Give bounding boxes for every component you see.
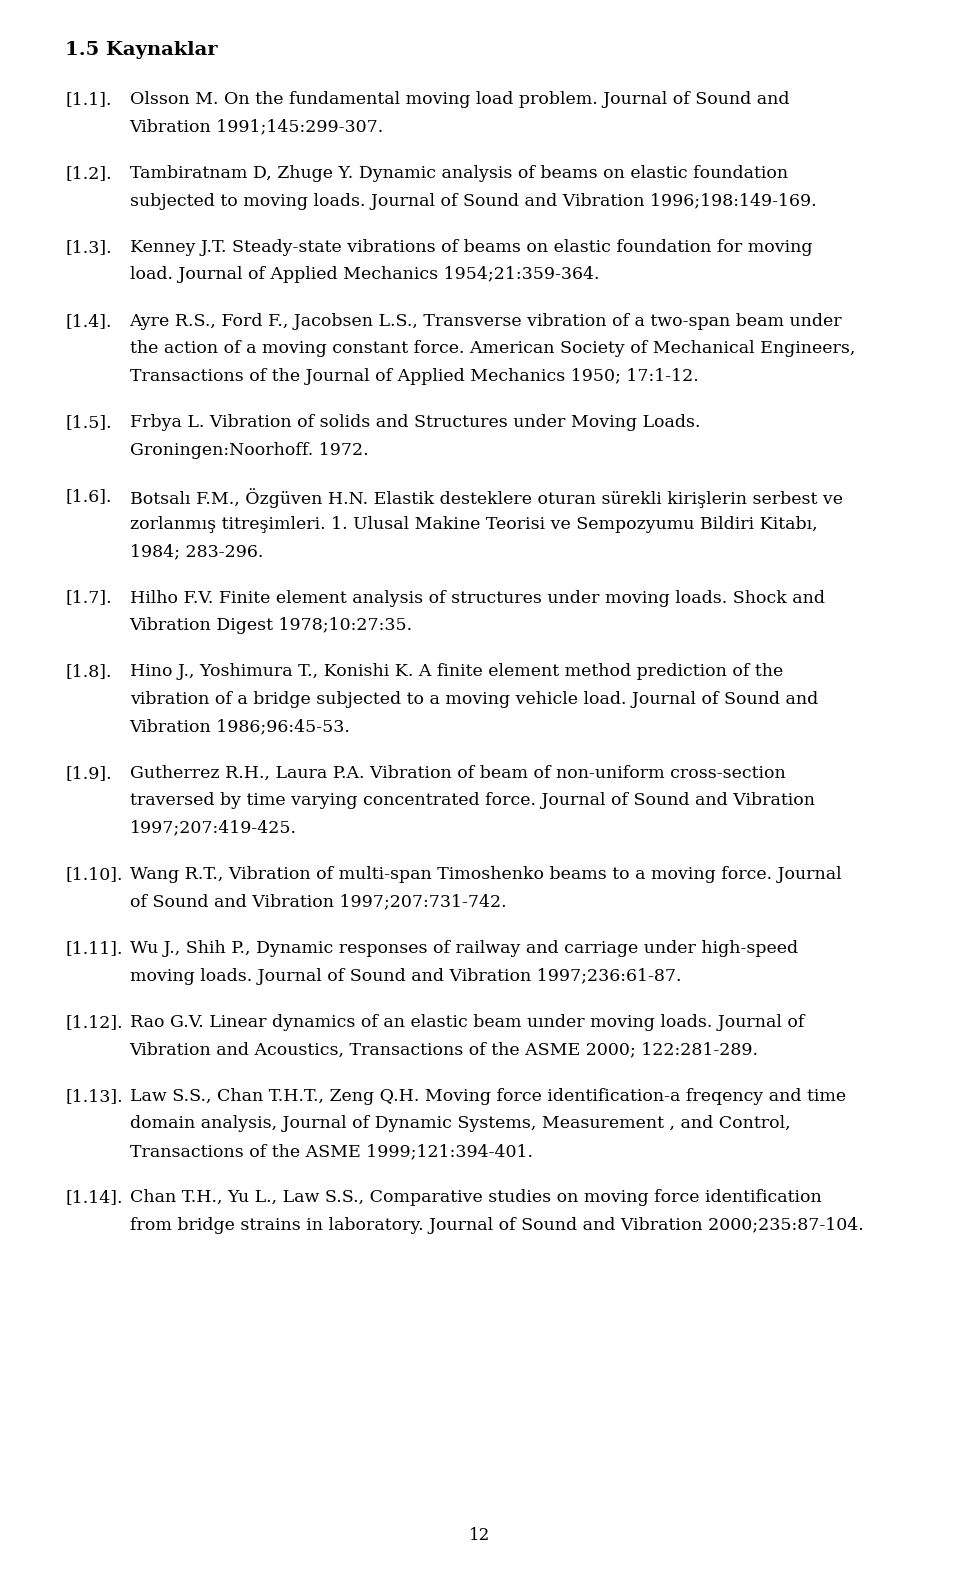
Text: [1.10].: [1.10].: [65, 866, 123, 883]
Text: [1.9].: [1.9].: [65, 766, 112, 781]
Text: Hilho F.V. Finite element analysis of structures under moving loads. Shock and: Hilho F.V. Finite element analysis of st…: [130, 590, 825, 607]
Text: Vibration and Acoustics, Transactions of the ASME 2000; 122:281-289.: Vibration and Acoustics, Transactions of…: [130, 1042, 758, 1058]
Text: [1.1].: [1.1].: [65, 91, 111, 108]
Text: load. Journal of Applied Mechanics 1954;21:359-364.: load. Journal of Applied Mechanics 1954;…: [130, 267, 599, 283]
Text: Chan T.H., Yu L., Law S.S., Comparative studies on moving force identification: Chan T.H., Yu L., Law S.S., Comparative …: [130, 1190, 822, 1206]
Text: [1.11].: [1.11].: [65, 940, 123, 957]
Text: [1.13].: [1.13].: [65, 1088, 123, 1105]
Text: 1997;207:419-425.: 1997;207:419-425.: [130, 821, 297, 836]
Text: Ayre R.S., Ford F., Jacobsen L.S., Transverse vibration of a two-span beam under: Ayre R.S., Ford F., Jacobsen L.S., Trans…: [130, 313, 842, 330]
Text: Vibration Digest 1978;10:27:35.: Vibration Digest 1978;10:27:35.: [130, 618, 413, 634]
Text: 1984; 283-296.: 1984; 283-296.: [130, 544, 263, 560]
Text: Transactions of the ASME 1999;121:394-401.: Transactions of the ASME 1999;121:394-40…: [130, 1143, 533, 1160]
Text: Tambiratnam D, Zhuge Y. Dynamic analysis of beams on elastic foundation: Tambiratnam D, Zhuge Y. Dynamic analysis…: [130, 165, 788, 182]
Text: [1.3].: [1.3].: [65, 239, 112, 256]
Text: traversed by time varying concentrated force. Journal of Sound and Vibration: traversed by time varying concentrated f…: [130, 792, 815, 810]
Text: Vibration 1986;96:45-53.: Vibration 1986;96:45-53.: [130, 718, 350, 736]
Text: Kenney J.T. Steady-state vibrations of beams on elastic foundation for moving: Kenney J.T. Steady-state vibrations of b…: [130, 239, 812, 256]
Text: Groningen:Noorhoff. 1972.: Groningen:Noorhoff. 1972.: [130, 442, 369, 459]
Text: Transactions of the Journal of Applied Mechanics 1950; 17:1-12.: Transactions of the Journal of Applied M…: [130, 368, 698, 385]
Text: the action of a moving constant force. American Society of Mechanical Engineers,: the action of a moving constant force. A…: [130, 341, 855, 357]
Text: [1.8].: [1.8].: [65, 663, 111, 681]
Text: Gutherrez R.H., Laura P.A. Vibration of beam of non-uniform cross-section: Gutherrez R.H., Laura P.A. Vibration of …: [130, 766, 785, 781]
Text: domain analysis, Journal of Dynamic Systems, Measurement , and Control,: domain analysis, Journal of Dynamic Syst…: [130, 1116, 790, 1132]
Text: moving loads. Journal of Sound and Vibration 1997;236:61-87.: moving loads. Journal of Sound and Vibra…: [130, 968, 681, 984]
Text: of Sound and Vibration 1997;207:731-742.: of Sound and Vibration 1997;207:731-742.: [130, 894, 506, 910]
Text: Wang R.T., Vibration of multi-span Timoshenko beams to a moving force. Journal: Wang R.T., Vibration of multi-span Timos…: [130, 866, 841, 883]
Text: Frbya L. Vibration of solids and Structures under Moving Loads.: Frbya L. Vibration of solids and Structu…: [130, 415, 700, 431]
Text: Olsson M. On the fundamental moving load problem. Journal of Sound and: Olsson M. On the fundamental moving load…: [130, 91, 789, 108]
Text: [1.7].: [1.7].: [65, 590, 112, 607]
Text: Hino J., Yoshimura T., Konishi K. A finite element method prediction of the: Hino J., Yoshimura T., Konishi K. A fini…: [130, 663, 782, 681]
Text: 1.5 Kaynaklar: 1.5 Kaynaklar: [65, 41, 218, 58]
Text: Law S.S., Chan T.H.T., Zeng Q.H. Moving force identification-a freqency and time: Law S.S., Chan T.H.T., Zeng Q.H. Moving …: [130, 1088, 846, 1105]
Text: [1.2].: [1.2].: [65, 165, 112, 182]
Text: [1.5].: [1.5].: [65, 415, 112, 431]
Text: [1.6].: [1.6].: [65, 489, 111, 505]
Text: Rao G.V. Linear dynamics of an elastic beam uınder moving loads. Journal of: Rao G.V. Linear dynamics of an elastic b…: [130, 1014, 804, 1031]
Text: Wu J., Shih P., Dynamic responses of railway and carriage under high-speed: Wu J., Shih P., Dynamic responses of rai…: [130, 940, 798, 957]
Text: zorlanmış titreşimleri. 1. Ulusal Makine Teorisi ve Sempozyumu Bildiri Kitabı,: zorlanmış titreşimleri. 1. Ulusal Makine…: [130, 516, 817, 533]
Text: vibration of a bridge subjected to a moving vehicle load. Journal of Sound and: vibration of a bridge subjected to a mov…: [130, 692, 818, 707]
Text: 12: 12: [469, 1526, 491, 1544]
Text: subjected to moving loads. Journal of Sound and Vibration 1996;198:149-169.: subjected to moving loads. Journal of So…: [130, 193, 816, 209]
Text: [1.12].: [1.12].: [65, 1014, 123, 1031]
Text: [1.4].: [1.4].: [65, 313, 111, 330]
Text: from bridge strains in laboratory. Journal of Sound and Vibration 2000;235:87-10: from bridge strains in laboratory. Journ…: [130, 1217, 863, 1234]
Text: Botsalı F.M., Özgüven H.N. Elastik desteklere oturan sürekli kirişlerin serbest : Botsalı F.M., Özgüven H.N. Elastik deste…: [130, 489, 843, 508]
Text: Vibration 1991;145:299-307.: Vibration 1991;145:299-307.: [130, 118, 384, 135]
Text: [1.14].: [1.14].: [65, 1190, 123, 1206]
